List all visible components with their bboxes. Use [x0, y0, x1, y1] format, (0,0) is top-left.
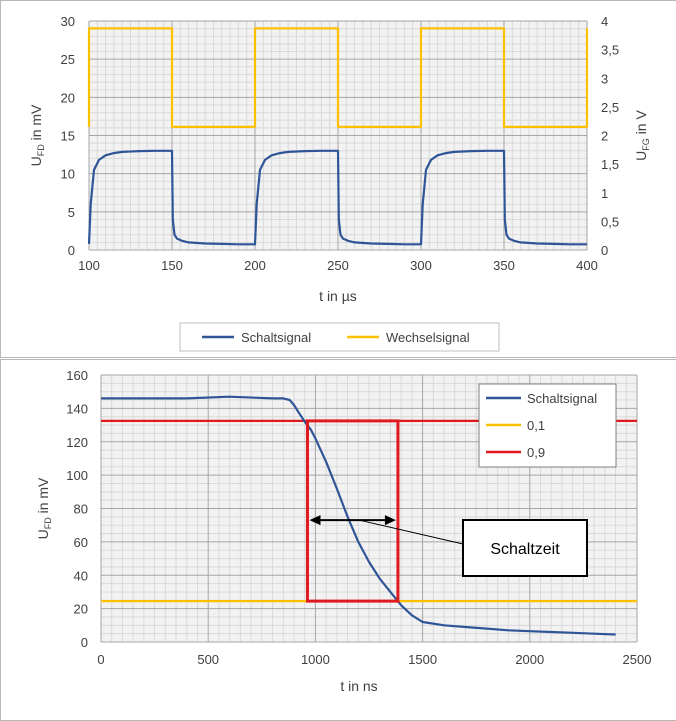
y-tick-label: 5 [68, 205, 75, 220]
x-tick-label: 0 [97, 652, 104, 667]
annotation-label: Schaltzeit [490, 541, 560, 558]
double-arrow-head-right [384, 515, 396, 526]
x-tick-label: 2000 [515, 652, 544, 667]
y-tick-label: 25 [61, 52, 75, 67]
y-axis-label: UFD in mV [35, 477, 53, 539]
y-tick-label: 0 [81, 635, 88, 650]
y2-tick-label: 1,5 [601, 157, 619, 172]
y-tick-label: 0 [68, 243, 75, 258]
y2-tick-label: 0 [601, 243, 608, 258]
y-tick-label: 30 [61, 14, 75, 29]
x-tick-label: 2500 [623, 652, 652, 667]
x-tick-label: 500 [197, 652, 219, 667]
x-axis-label: t in ns [340, 678, 377, 694]
x-tick-label: 400 [576, 258, 598, 273]
legend-label-1: 0,1 [527, 418, 545, 433]
y2-tick-label: 0,5 [601, 214, 619, 229]
y-tick-label: 20 [74, 602, 88, 617]
y-tick-label: 160 [66, 368, 88, 383]
chart-top: 100 150 200 250 300 350 40005101520253000,511,… [28, 14, 651, 352]
annotation-box [462, 519, 588, 577]
y2-tick-label: 2 [601, 129, 608, 144]
y-tick-label: 15 [61, 129, 75, 144]
y-tick-label: 140 [66, 401, 88, 416]
x-axis-label: t in µs [319, 288, 357, 304]
y-axis-label: UFD in mV [28, 104, 46, 166]
switching-window-rect [305, 419, 400, 603]
chart-bottom: 0 500 1000 1500 2000 2500 0 20 40 60 80 100 120 140 16… [35, 368, 652, 694]
double-arrow-head-left [309, 515, 321, 526]
x-tick-label: 300 [410, 258, 432, 273]
legend-label-schaltsignal: Schaltsignal [241, 330, 311, 345]
y-tick-label: 10 [61, 167, 75, 182]
y2-tick-label: 4 [601, 14, 608, 29]
y2-tick-label: 3 [601, 71, 608, 86]
y-tick-label: 60 [74, 535, 88, 550]
x-tick-label: 150 [161, 258, 183, 273]
y-tick-label: 120 [66, 435, 88, 450]
y-tick-label: 20 [61, 90, 75, 105]
legend-label-wechselsignal: Wechselsignal [386, 330, 470, 345]
legend-label-0: Schaltsignal [527, 391, 597, 406]
series-line-wechselsignal [87, 27, 589, 129]
x-tick-label: 1000 [301, 652, 330, 667]
series-line-schaltsignal [101, 395, 616, 636]
y2-tick-label: 1 [601, 186, 608, 201]
y-tick-label: 100 [66, 468, 88, 483]
y2-tick-label: 2,5 [601, 100, 619, 115]
legend-label-2: 0,9 [527, 445, 545, 460]
chart-panel-top: 100 150 200 250 300 350 400 0 5 10 15 20 25 30 0 0,5 1 1,… [0, 0, 676, 358]
y-tick-label: 80 [74, 502, 88, 517]
chart-panel-bottom: 0 500 1000 1500 2000 2500 0 20 40 60 80 100 120 140 16… [0, 359, 676, 721]
legend: Schaltsignal 0,1 0,9 [478, 383, 617, 468]
x-tick-label: 200 [244, 258, 266, 273]
x-tick-label: 1500 [408, 652, 437, 667]
y-tick-label: 40 [74, 568, 88, 583]
y2-tick-label: 3,5 [601, 43, 619, 58]
legend: Schaltsignal Wechselsignal [179, 322, 500, 352]
y2-axis-label: UFG in V [633, 110, 651, 161]
x-tick-label: 350 [493, 258, 515, 273]
series-line-schaltsignal [87, 149, 587, 246]
x-tick-label: 250 [327, 258, 349, 273]
x-tick-label: 100 [78, 258, 100, 273]
annotation-leader-line [359, 519, 464, 545]
